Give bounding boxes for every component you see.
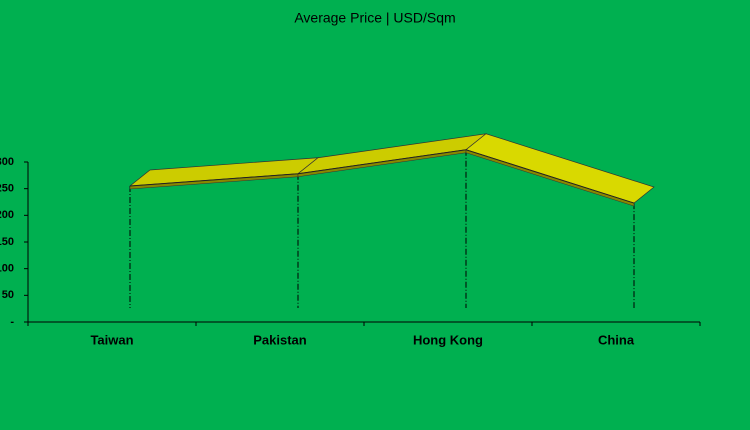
y-tick-label: 250: [0, 183, 14, 195]
chart-title: Average Price | USD/Sqm: [294, 10, 455, 26]
x-tick-label: Taiwan: [90, 332, 133, 347]
y-tick-label: 50: [2, 289, 14, 301]
x-tick-label: China: [598, 332, 635, 347]
x-tick-label: Pakistan: [253, 332, 307, 347]
y-tick-label: 300: [0, 156, 14, 168]
y-tick-label: 100: [0, 263, 14, 275]
y-tick-label: -: [10, 316, 14, 328]
y-tick-label: 150: [0, 236, 14, 248]
line: [129, 149, 635, 204]
x-tick-label: Hong Kong: [413, 332, 483, 347]
y-tick-label: 200: [0, 209, 14, 221]
